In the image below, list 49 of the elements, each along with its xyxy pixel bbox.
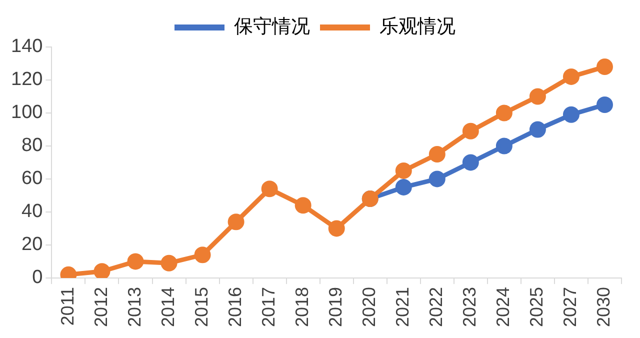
x-tick-label: 2030 [594, 286, 614, 328]
x-tick-label: 2013 [124, 286, 144, 328]
x-tick-label: 2017 [258, 286, 279, 328]
point [496, 138, 512, 154]
x-tick-label: 2025 [526, 286, 547, 328]
point [328, 220, 345, 237]
point [462, 154, 479, 171]
legend-label: 保守情况 [234, 16, 310, 38]
x-tick-label: 2024 [493, 286, 514, 328]
point [94, 263, 110, 278]
x-tick-label: 2014 [158, 286, 178, 328]
x-tick-label: 2018 [292, 286, 312, 328]
y-tick-label: 60 [22, 168, 43, 190]
point [428, 170, 446, 188]
point [428, 146, 446, 162]
y-tick-label: 20 [22, 234, 43, 256]
x-tick-label: 2011 [57, 286, 78, 326]
x-tick-label: 2021 [392, 286, 413, 328]
x-tick-label: 2012 [90, 286, 111, 328]
point [261, 180, 278, 198]
y-tick-label: 100 [11, 102, 43, 124]
x-tick-label: 2023 [460, 286, 480, 328]
y-tick-label: 120 [11, 69, 43, 90]
point [529, 88, 546, 105]
point [160, 254, 178, 272]
point [562, 68, 580, 85]
point [496, 104, 512, 122]
point [462, 122, 479, 140]
point [395, 162, 412, 179]
x-tick-label: 2019 [326, 286, 346, 328]
point [127, 253, 144, 270]
y-tick-label: 0 [32, 267, 43, 288]
point [596, 96, 613, 113]
y-tick-label: 140 [11, 36, 43, 58]
point [228, 214, 244, 230]
x-tick-label: 2015 [192, 286, 212, 328]
y-tick-label: 40 [22, 201, 43, 222]
x-tick-label: 2016 [225, 286, 246, 328]
legend-label: 乐观情况 [380, 16, 456, 38]
x-tick-label: 2022 [426, 286, 446, 328]
point [395, 178, 412, 196]
x-tick-label: 2020 [359, 286, 380, 328]
point [294, 197, 312, 214]
point [562, 106, 580, 123]
y-tick-label: 80 [22, 135, 43, 156]
x-tick-label: 2027 [560, 286, 580, 328]
point [596, 58, 613, 76]
point [194, 246, 211, 264]
point [529, 121, 546, 138]
